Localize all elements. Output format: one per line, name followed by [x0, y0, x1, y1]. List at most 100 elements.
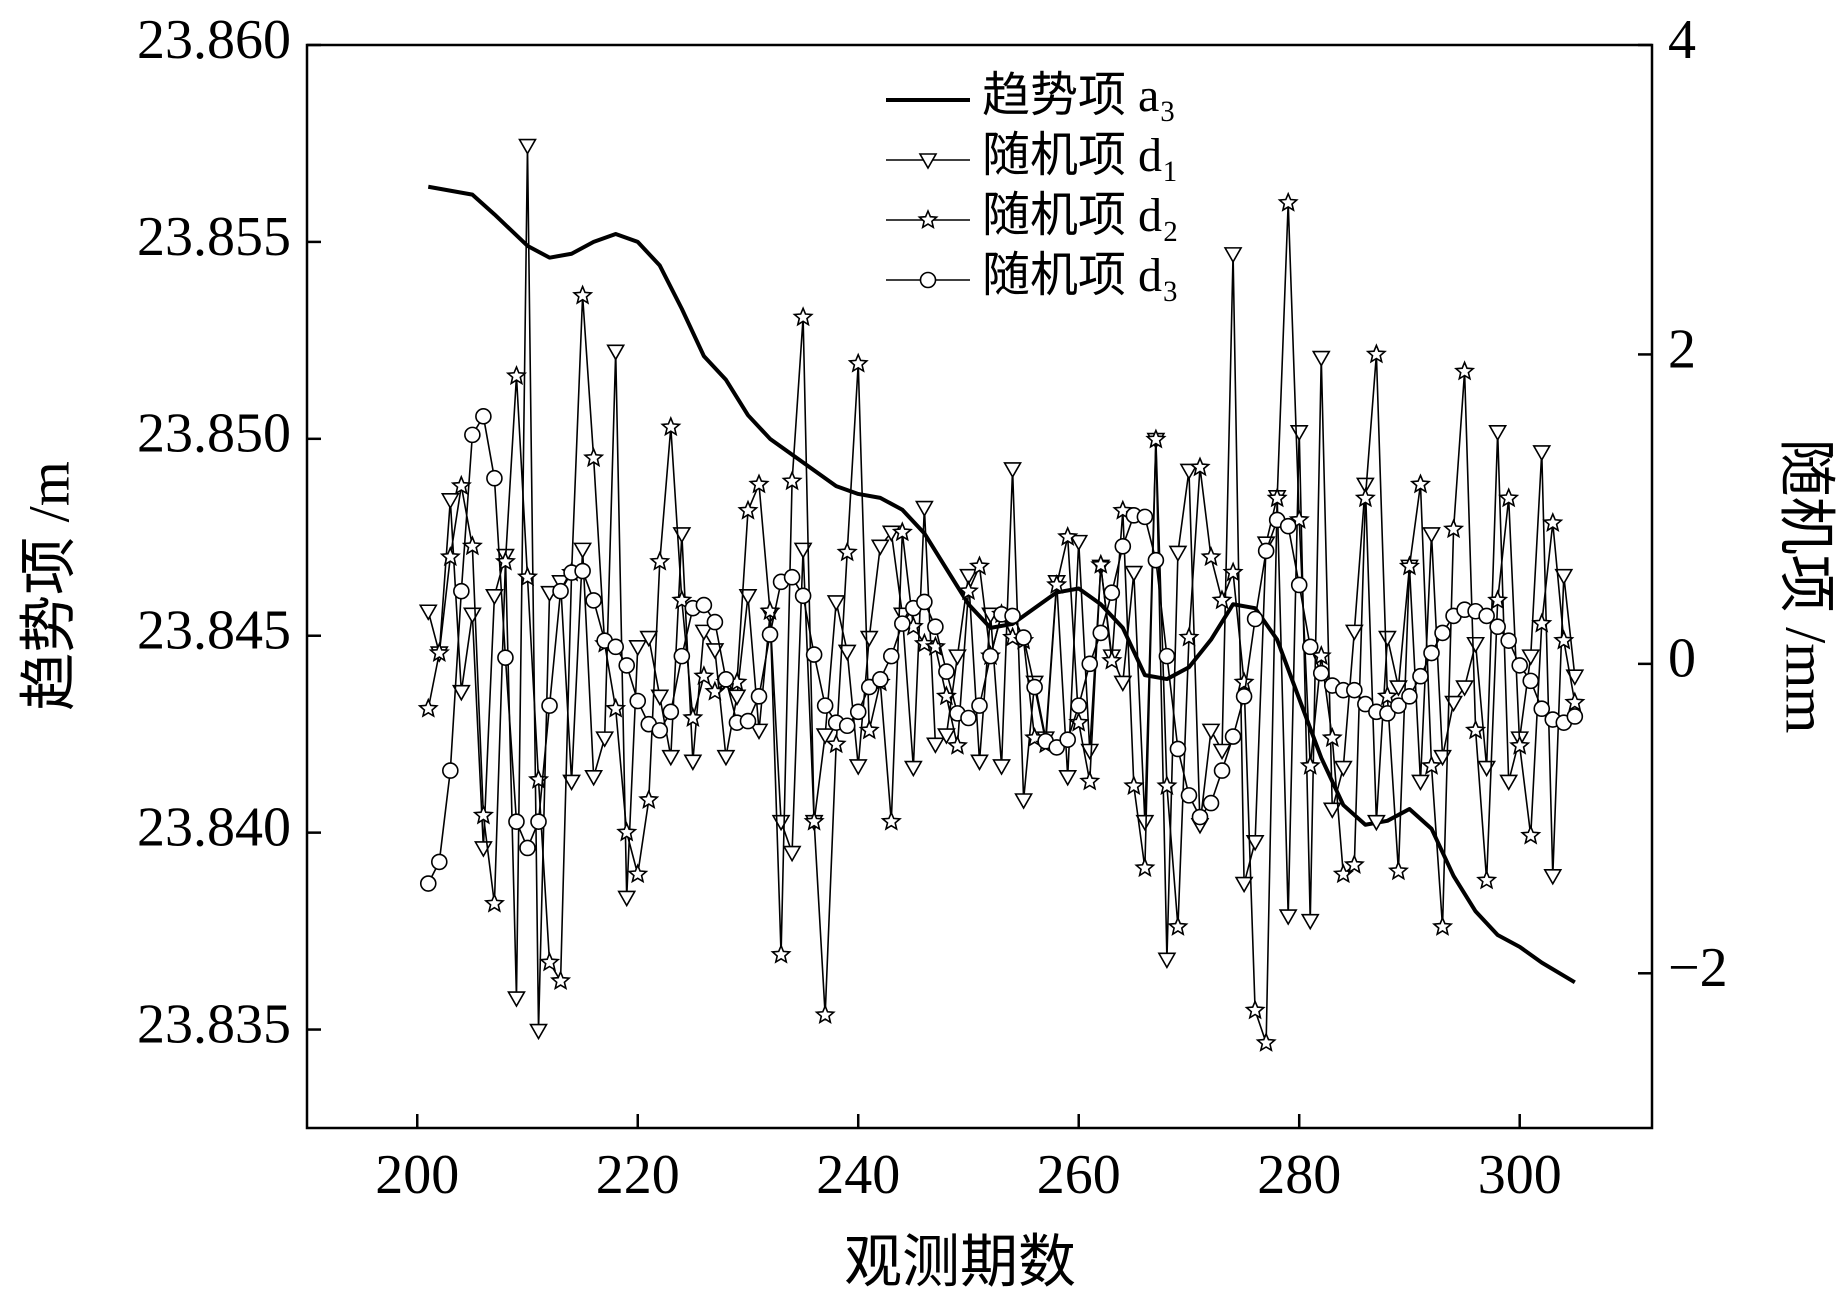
circle-marker — [849, 703, 867, 721]
star-marker — [550, 969, 572, 990]
star-marker — [1542, 512, 1564, 532]
circle-marker — [1257, 542, 1275, 560]
circle-marker — [1213, 762, 1231, 779]
star-marker — [1343, 853, 1365, 875]
x-axis-label: 观测期数 — [844, 1229, 1076, 1294]
x-tick-label: 280 — [1257, 1144, 1341, 1206]
circle-marker — [1478, 607, 1495, 625]
y2-tick-label: 4 — [1668, 9, 1696, 71]
circle-marker — [673, 647, 691, 665]
circle-marker — [1202, 794, 1220, 812]
triangle-marker — [782, 845, 802, 863]
x-tick-label: 240 — [816, 1144, 900, 1206]
triangle-marker — [529, 1023, 548, 1041]
star-marker — [913, 632, 935, 653]
triangle-marker — [694, 624, 714, 641]
triangle-marker — [1289, 424, 1309, 442]
circle-marker — [938, 663, 955, 680]
star-marker — [627, 863, 649, 884]
star-marker — [1255, 1031, 1277, 1052]
triangle-marker — [1234, 876, 1254, 894]
circle-marker — [1312, 664, 1330, 682]
triangle-marker — [1080, 743, 1100, 761]
star-marker — [836, 541, 858, 562]
triangle-marker — [1411, 774, 1430, 792]
star-marker — [472, 804, 495, 825]
triangle-marker — [1278, 909, 1298, 926]
star-marker — [682, 706, 704, 727]
star-marker — [1123, 775, 1145, 796]
star-marker — [803, 810, 825, 831]
triangle-marker — [1223, 247, 1243, 264]
triangle-marker — [914, 500, 934, 518]
y-tick-label: 23.840 — [137, 796, 291, 858]
star-marker — [1420, 754, 1443, 775]
triangle-marker — [1367, 814, 1386, 832]
star-marker — [1354, 487, 1376, 508]
circle-marker — [1500, 632, 1517, 649]
triangle-marker — [1499, 774, 1519, 792]
y2-tick-label: 0 — [1668, 628, 1696, 690]
triangle-marker — [1157, 952, 1177, 969]
star-marker — [858, 719, 880, 740]
star-marker — [428, 641, 450, 662]
circle-marker — [894, 615, 911, 632]
triangle-marker — [440, 493, 460, 510]
star-marker — [1156, 775, 1178, 796]
circle-marker — [530, 813, 547, 830]
x-tick-label: 260 — [1037, 1144, 1121, 1206]
triangle-marker — [573, 542, 592, 559]
star-marker — [924, 635, 946, 656]
circle-marker — [805, 646, 823, 663]
triangle-marker — [771, 814, 791, 832]
star-marker — [1134, 857, 1156, 878]
y-tick-label: 23.860 — [137, 9, 291, 71]
circle-marker — [662, 703, 680, 721]
star-marker — [1211, 589, 1233, 610]
circle-marker — [1423, 644, 1440, 662]
star-marker — [1145, 428, 1167, 449]
star-marker — [1244, 999, 1266, 1020]
star-marker — [891, 521, 913, 542]
circle-marker — [1147, 551, 1165, 569]
circle-marker — [519, 839, 536, 857]
legend-label: 随机项 d₁ — [982, 129, 1179, 182]
legend-label: 随机项 d₂ — [982, 189, 1179, 242]
triangle-marker — [584, 769, 604, 787]
star-marker — [917, 208, 939, 229]
star-marker — [847, 352, 869, 373]
star-marker — [660, 416, 682, 437]
triangle-marker — [462, 607, 482, 624]
triangle-marker — [595, 731, 615, 748]
triangle-marker — [926, 737, 945, 754]
triangle-marker — [485, 588, 504, 606]
circle-marker — [453, 582, 470, 600]
star-marker — [737, 499, 759, 520]
triangle-marker — [1245, 834, 1265, 852]
star-marker — [505, 365, 527, 386]
circle-marker — [838, 717, 856, 735]
star-marker — [1464, 719, 1487, 740]
star-marker — [439, 546, 461, 567]
star-marker — [770, 943, 792, 964]
circle-marker — [629, 692, 647, 710]
plot-frame — [305, 43, 1654, 1130]
circle-marker — [1412, 667, 1429, 685]
triangle-marker — [1422, 527, 1441, 544]
series-line — [427, 184, 1576, 985]
triangle-marker — [815, 728, 835, 745]
circle-marker — [1434, 624, 1451, 642]
star-marker — [1090, 553, 1112, 574]
star-marker — [693, 665, 715, 686]
triangle-marker — [1322, 802, 1342, 819]
triangle-marker — [1355, 477, 1375, 495]
star-marker — [1409, 473, 1431, 494]
circle-marker — [1004, 607, 1021, 625]
triangle-marker — [451, 684, 471, 702]
star-marker — [461, 535, 483, 556]
circle-marker — [1279, 517, 1297, 535]
circle-marker — [1566, 708, 1584, 725]
circle-marker — [1136, 508, 1154, 526]
triangle-marker — [1003, 462, 1022, 479]
star-marker — [1079, 770, 1101, 791]
